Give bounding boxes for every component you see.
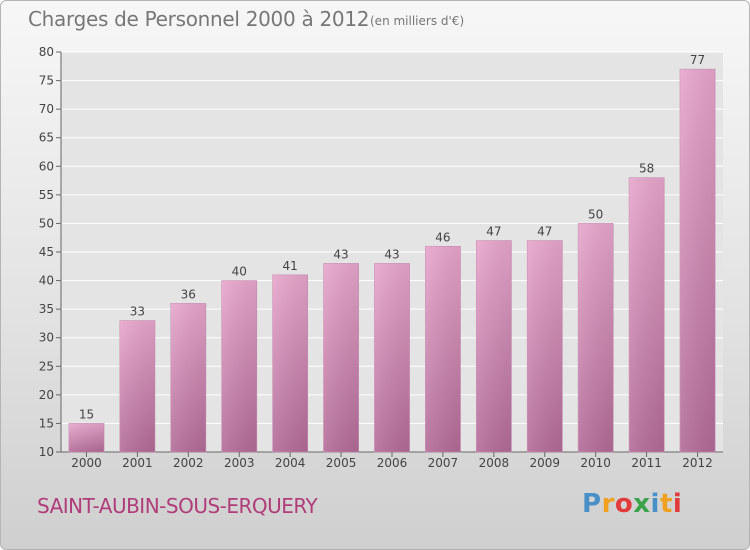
brand-letter: t: [659, 489, 673, 519]
y-tick-label: 65: [39, 131, 54, 145]
bar-shade: [221, 280, 257, 452]
data-label: 58: [639, 162, 654, 176]
y-tick-label: 40: [39, 274, 54, 288]
brand-letter: o: [614, 489, 634, 519]
data-label: 40: [232, 265, 247, 279]
x-tick-label: 2005: [326, 456, 357, 470]
y-tick-label: 45: [39, 245, 54, 259]
y-tick-label: 75: [39, 74, 54, 88]
x-tick-label: 2010: [580, 456, 611, 470]
x-tick-label: 2012: [682, 456, 713, 470]
brand-letter: P: [582, 489, 602, 519]
data-label: 43: [384, 247, 399, 261]
bar-shade: [578, 223, 614, 452]
commune-name: SAINT-AUBIN-SOUS-ERQUERY: [37, 494, 318, 518]
y-tick-label: 55: [39, 188, 54, 202]
brand-letter: r: [601, 489, 615, 519]
data-label: 41: [283, 259, 298, 273]
x-tick-label: 2006: [377, 456, 408, 470]
brand-letter: i: [672, 489, 683, 519]
x-tick-label: 2009: [529, 456, 560, 470]
x-tick-label: 2003: [224, 456, 255, 470]
data-label: 77: [690, 53, 705, 67]
chart-title: Charges de Personnel 2000 à 2012: [28, 7, 370, 31]
y-tick-label: 60: [39, 159, 54, 173]
brand-letter: i: [650, 489, 660, 519]
x-tick-label: 2001: [122, 456, 153, 470]
y-tick-label: 70: [39, 102, 54, 116]
y-tick-label: 15: [39, 416, 54, 430]
bar-shade: [119, 320, 155, 452]
bar-shade: [679, 69, 716, 453]
chart-subtitle: (en milliers d'€): [370, 14, 465, 28]
bar-shade: [629, 177, 665, 452]
x-tick-label: 2002: [173, 456, 204, 470]
brand-logo[interactable]: Proxiti: [582, 489, 682, 519]
data-label: 36: [181, 287, 196, 301]
brand-letter: x: [633, 489, 651, 519]
x-tick-label: 2004: [275, 456, 306, 470]
data-label: 15: [79, 407, 94, 421]
y-tick-label: 20: [39, 388, 54, 402]
x-tick-label: 2011: [631, 456, 662, 470]
bar-shade: [425, 246, 461, 452]
bar-shade: [272, 274, 308, 452]
x-tick-label: 2007: [428, 456, 459, 470]
data-label: 43: [333, 247, 348, 261]
x-tick-label: 2000: [71, 456, 102, 470]
bar-shade: [323, 263, 359, 452]
data-label: 33: [130, 305, 145, 319]
bar-shade: [527, 240, 563, 452]
bar-shade: [170, 303, 206, 452]
bar-shade: [374, 263, 410, 452]
y-tick-label: 80: [39, 45, 54, 59]
data-label: 47: [486, 225, 501, 239]
bar-shade: [68, 423, 105, 452]
data-label: 46: [435, 230, 450, 244]
y-tick-label: 50: [39, 216, 54, 230]
y-tick-label: 10: [39, 445, 54, 459]
y-tick-label: 35: [39, 302, 54, 316]
data-label: 47: [537, 225, 552, 239]
y-tick-label: 30: [39, 331, 54, 345]
y-tick-label: 25: [39, 359, 54, 373]
x-tick-label: 2008: [479, 456, 510, 470]
data-label: 50: [588, 207, 603, 221]
bar-shade: [476, 240, 512, 452]
